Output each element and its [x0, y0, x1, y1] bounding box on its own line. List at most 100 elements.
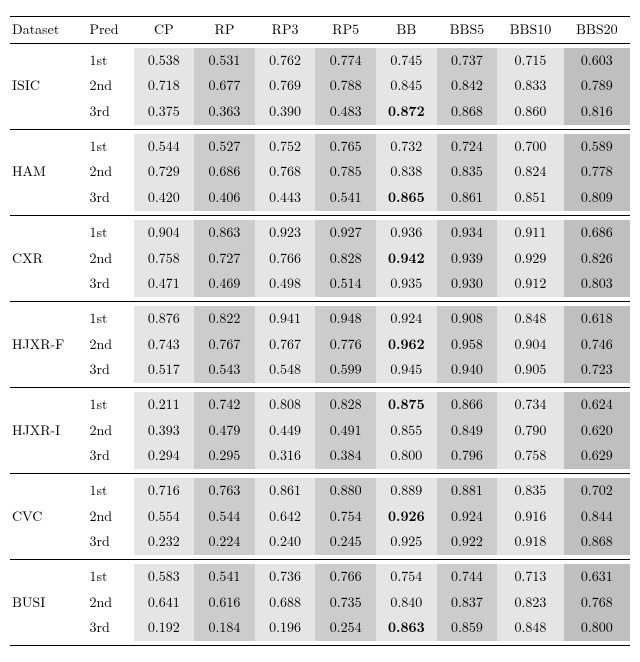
- value-cell: 0.842: [437, 73, 498, 99]
- dataset-cell: HAM: [10, 134, 85, 211]
- value-cell: 0.471: [134, 271, 195, 297]
- value-cell: 0.254: [315, 615, 376, 641]
- value-cell: 0.531: [194, 48, 255, 74]
- value-cell: 0.875: [376, 392, 437, 418]
- value-cell: 0.240: [255, 529, 316, 555]
- pred-cell: 3rd: [85, 443, 133, 469]
- table-row: 3rd0.1920.1840.1960.2540.8630.8590.8480.…: [10, 615, 630, 641]
- value-cell: 0.538: [134, 48, 195, 74]
- table-row: 2nd0.5540.5440.6420.7540.9260.9240.9160.…: [10, 504, 630, 530]
- value-cell: 0.940: [437, 357, 498, 383]
- value-cell: 0.491: [315, 418, 376, 444]
- value-cell: 0.908: [437, 306, 498, 332]
- value-cell: 0.393: [134, 418, 195, 444]
- value-cell: 0.769: [255, 73, 316, 99]
- value-cell: 0.589: [564, 134, 630, 160]
- value-cell: 0.945: [376, 357, 437, 383]
- value-cell: 0.744: [437, 564, 498, 590]
- pred-cell: 2nd: [85, 73, 133, 99]
- table-row: 2nd0.7430.7670.7670.7760.9620.9580.9040.…: [10, 332, 630, 358]
- value-cell: 0.642: [255, 504, 316, 530]
- value-cell: 0.514: [315, 271, 376, 297]
- value-cell: 0.469: [194, 271, 255, 297]
- value-cell: 0.948: [315, 306, 376, 332]
- value-cell: 0.912: [497, 271, 563, 297]
- pred-cell: 1st: [85, 392, 133, 418]
- col-bb: BB: [376, 17, 437, 44]
- table-row: 3rd0.4200.4060.4430.5410.8650.8610.8510.…: [10, 185, 630, 211]
- value-cell: 0.737: [437, 48, 498, 74]
- value-cell: 0.196: [255, 615, 316, 641]
- value-cell: 0.863: [194, 220, 255, 246]
- value-cell: 0.641: [134, 590, 195, 616]
- value-cell: 0.736: [255, 564, 316, 590]
- table-row: CVC1st0.7160.7630.8610.8800.8890.8810.83…: [10, 478, 630, 504]
- value-cell: 0.868: [564, 529, 630, 555]
- value-cell: 0.599: [315, 357, 376, 383]
- value-cell: 0.868: [437, 99, 498, 125]
- value-cell: 0.924: [376, 306, 437, 332]
- col-bbs20: BBS20: [564, 17, 630, 44]
- value-cell: 0.774: [315, 48, 376, 74]
- value-cell: 0.732: [376, 134, 437, 160]
- value-cell: 0.544: [134, 134, 195, 160]
- value-cell: 0.789: [564, 73, 630, 99]
- value-cell: 0.905: [497, 357, 563, 383]
- value-cell: 0.930: [437, 271, 498, 297]
- value-cell: 0.881: [437, 478, 498, 504]
- value-cell: 0.923: [255, 220, 316, 246]
- value-cell: 0.224: [194, 529, 255, 555]
- table-head: Dataset Pred CP RP RP3 RP5 BB BBS5 BBS10…: [10, 17, 630, 44]
- dataset-cell: BUSI: [10, 564, 85, 641]
- value-cell: 0.745: [376, 48, 437, 74]
- value-cell: 0.729: [134, 159, 195, 185]
- value-cell: 0.713: [497, 564, 563, 590]
- table-row: 2nd0.3930.4790.4490.4910.8550.8490.7900.…: [10, 418, 630, 444]
- value-cell: 0.768: [255, 159, 316, 185]
- pred-cell: 3rd: [85, 357, 133, 383]
- value-cell: 0.800: [376, 443, 437, 469]
- value-cell: 0.828: [315, 392, 376, 418]
- value-cell: 0.624: [564, 392, 630, 418]
- value-cell: 0.808: [255, 392, 316, 418]
- value-cell: 0.766: [255, 246, 316, 272]
- value-cell: 0.935: [376, 271, 437, 297]
- dataset-cell: HJXR-I: [10, 392, 85, 469]
- dataset-cell: CXR: [10, 220, 85, 297]
- value-cell: 0.715: [497, 48, 563, 74]
- value-cell: 0.723: [564, 357, 630, 383]
- value-cell: 0.926: [376, 504, 437, 530]
- value-cell: 0.904: [497, 332, 563, 358]
- value-cell: 0.809: [564, 185, 630, 211]
- value-cell: 0.765: [315, 134, 376, 160]
- value-cell: 0.483: [315, 99, 376, 125]
- header-row: Dataset Pred CP RP RP3 RP5 BB BBS5 BBS10…: [10, 17, 630, 44]
- value-cell: 0.816: [564, 99, 630, 125]
- col-cp: CP: [134, 17, 195, 44]
- table-row: 2nd0.6410.6160.6880.7350.8400.8370.8230.…: [10, 590, 630, 616]
- value-cell: 0.294: [134, 443, 195, 469]
- value-cell: 0.822: [194, 306, 255, 332]
- table-row: 3rd0.2940.2950.3160.3840.8000.7960.7580.…: [10, 443, 630, 469]
- value-cell: 0.620: [564, 418, 630, 444]
- value-cell: 0.934: [437, 220, 498, 246]
- value-cell: 0.734: [497, 392, 563, 418]
- col-dataset: Dataset: [10, 17, 85, 44]
- value-cell: 0.541: [315, 185, 376, 211]
- value-cell: 0.859: [437, 615, 498, 641]
- pred-cell: 1st: [85, 564, 133, 590]
- value-cell: 0.631: [564, 564, 630, 590]
- value-cell: 0.889: [376, 478, 437, 504]
- value-cell: 0.677: [194, 73, 255, 99]
- value-cell: 0.941: [255, 306, 316, 332]
- value-cell: 0.543: [194, 357, 255, 383]
- value-cell: 0.603: [564, 48, 630, 74]
- value-cell: 0.700: [497, 134, 563, 160]
- value-cell: 0.295: [194, 443, 255, 469]
- table-row: 2nd0.7290.6860.7680.7850.8380.8350.8240.…: [10, 159, 630, 185]
- value-cell: 0.743: [134, 332, 195, 358]
- value-cell: 0.936: [376, 220, 437, 246]
- pred-cell: 2nd: [85, 159, 133, 185]
- value-cell: 0.752: [255, 134, 316, 160]
- value-cell: 0.848: [497, 306, 563, 332]
